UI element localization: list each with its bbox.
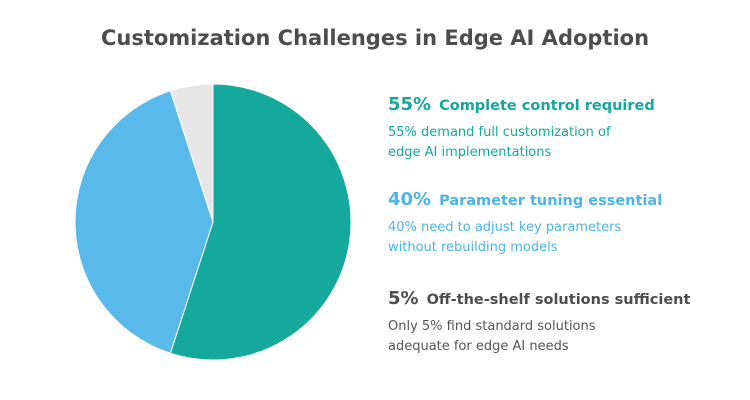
legend-percentage: 5% [388, 288, 419, 309]
legend-percentage: 40% [388, 189, 432, 210]
legend-percentage: 55% [388, 94, 432, 115]
legend-item-off-the-shelf: 5% Off-the-shelf solutions sufficient On… [388, 288, 738, 357]
legend-item-complete-control: 55% Complete control required 55% demand… [388, 94, 738, 163]
legend-description: 55% demand full customization of edge AI … [388, 125, 611, 160]
pie-slice-off-the-shelf [169, 83, 214, 223]
legend-label: Complete control required [439, 98, 655, 114]
pie-slice-parameter-tuning [74, 90, 214, 354]
legend-description: Only 5% find standard solutions adequate … [388, 319, 596, 354]
legend-item-parameter-tuning: 40% Parameter tuning essential 40% need … [388, 189, 738, 258]
legend-label: Parameter tuning essential [439, 193, 663, 209]
pie-slice-complete-control [169, 83, 352, 361]
legend-label: Off-the-shelf solutions sufficient [426, 292, 691, 308]
legend-description: 40% need to adjust key parameters without… [388, 220, 622, 255]
pie-chart [74, 83, 352, 361]
chart-title: Customization Challenges in Edge AI Adop… [100, 26, 650, 50]
